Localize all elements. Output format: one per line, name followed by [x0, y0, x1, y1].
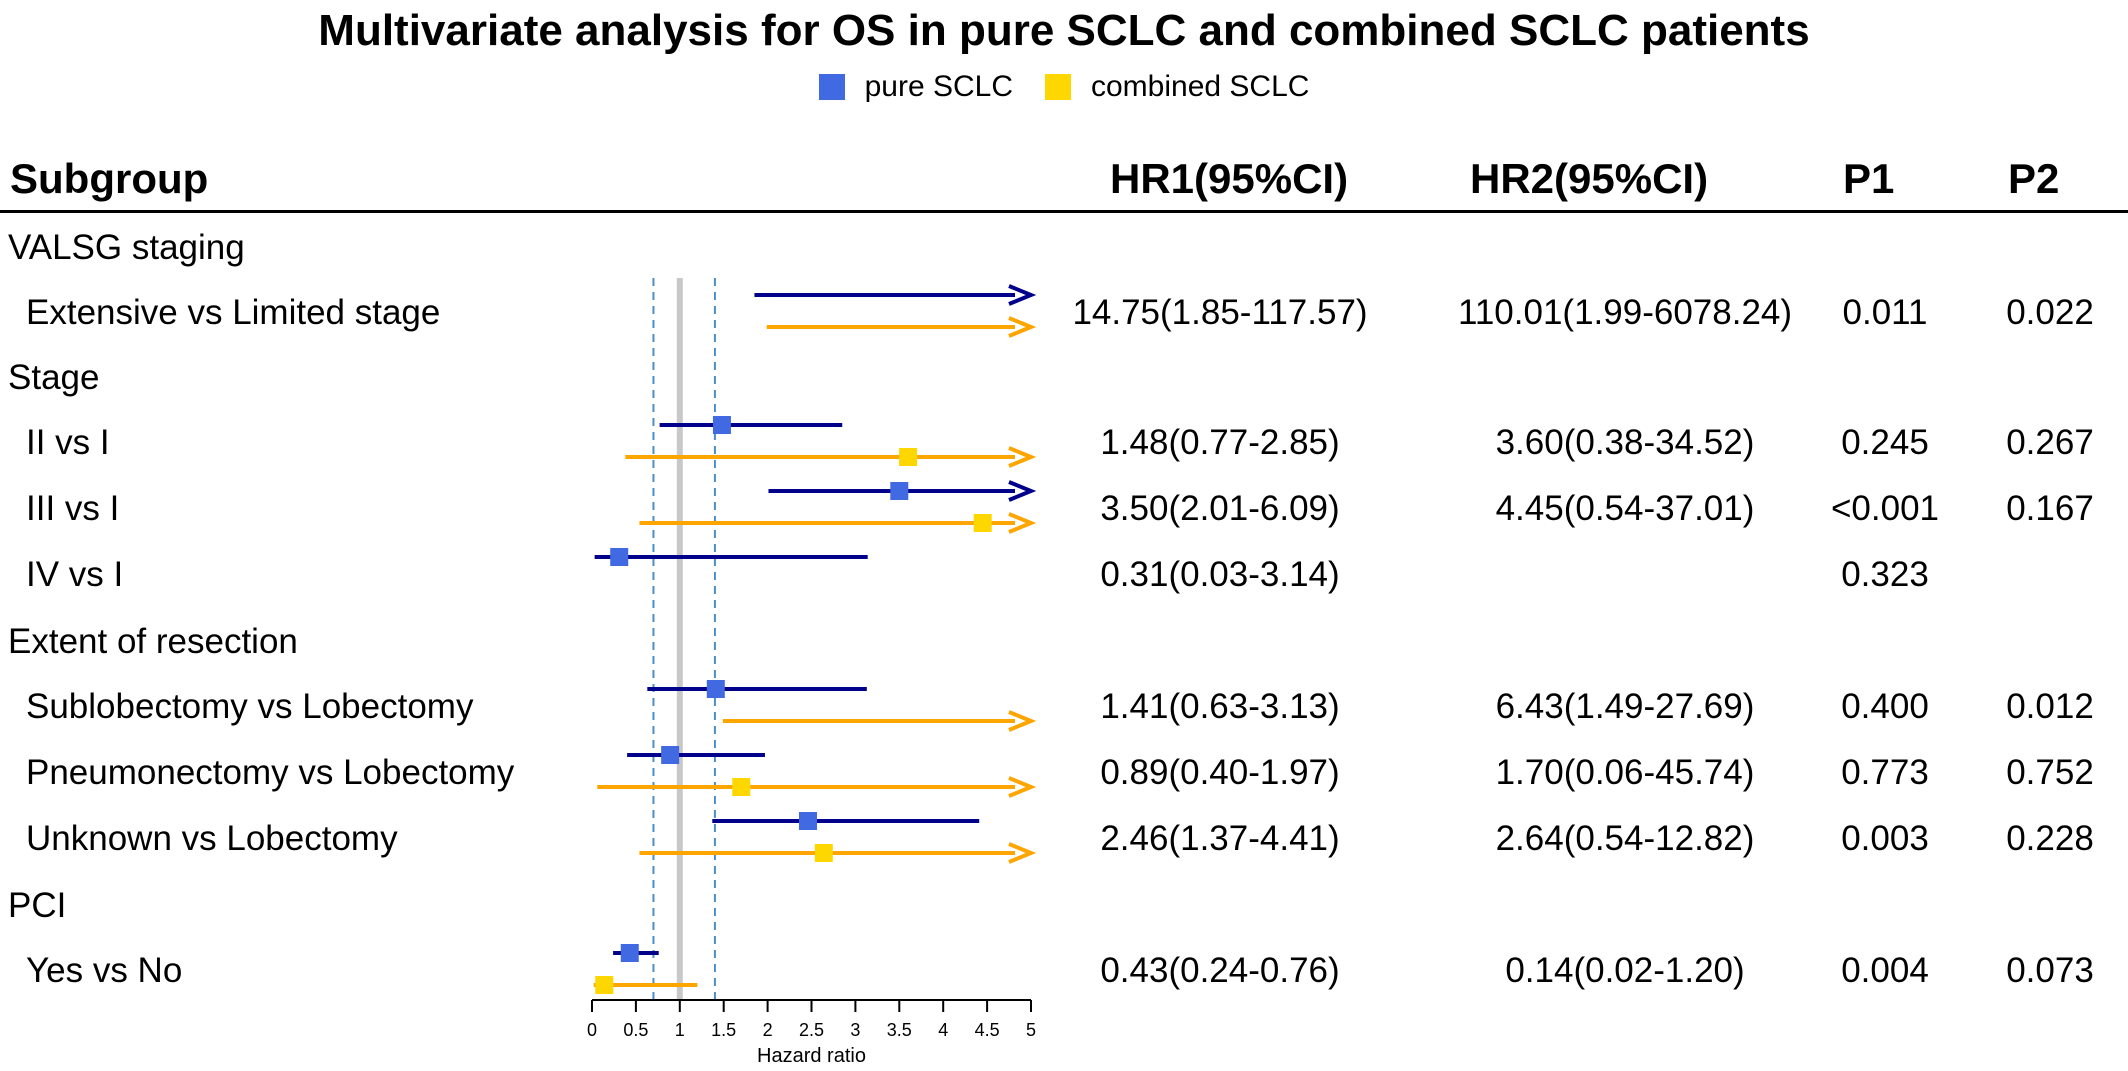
hr1-cell: 14.75(1.85-117.57) [1072, 293, 1368, 332]
row-label: Unknown vs Lobectomy [26, 819, 398, 858]
hr2-cell: 1.70(0.06-45.74) [1495, 753, 1755, 792]
hr2-cell: 0.14(0.02-1.20) [1505, 951, 1745, 990]
combined-2-2-ci-arrow [1008, 842, 1037, 864]
combined-3-0-point [595, 976, 614, 994]
combined-1-0-ci-arrow [1008, 446, 1037, 468]
x-tick-label-6: 3 [850, 1020, 860, 1040]
row-label: II vs I [26, 423, 110, 462]
combined-2-1-point [732, 778, 751, 796]
x-tick-label-7: 3.5 [887, 1020, 912, 1040]
hr2-cell: 6.43(1.49-27.69) [1495, 687, 1755, 726]
hr2-cell: 4.45(0.54-37.01) [1495, 489, 1755, 528]
x-tick-label-4: 2 [763, 1020, 773, 1040]
p2-cell: 0.073 [2006, 951, 2094, 990]
p1-cell: <0.001 [1830, 489, 1940, 528]
pure-2-2-point [798, 812, 817, 830]
p2-cell: 0.012 [2006, 687, 2094, 726]
pure-1-0-point [712, 416, 731, 434]
p1-cell: 0.011 [1842, 293, 1928, 332]
combined-1-1-point [973, 514, 992, 532]
x-tick-label-2: 1 [675, 1020, 685, 1040]
hr1-cell: 0.89(0.40-1.97) [1100, 753, 1340, 792]
x-tick-label-10: 5 [1026, 1020, 1036, 1040]
pure-2-0-point [706, 680, 725, 698]
pure-1-1-point [890, 482, 909, 500]
header-p1: P1 [1843, 155, 1895, 202]
hr1-cell: 2.46(1.37-4.41) [1100, 819, 1340, 858]
hr2-cell: 110.01(1.99-6078.24) [1457, 293, 1793, 332]
x-tick-label-9: 4.5 [975, 1020, 1000, 1040]
row-label: Pneumonectomy vs Lobectomy [26, 753, 515, 792]
row-label: IV vs I [26, 555, 124, 594]
legend-item-pure: pure SCLC [818, 70, 1013, 104]
header-p2: P2 [2008, 155, 2060, 202]
hr1-cell: 1.48(0.77-2.85) [1100, 423, 1340, 462]
legend-item-combined: combined SCLC [1044, 70, 1310, 104]
legend: pure SCLC combined SCLC [0, 70, 2128, 104]
row-label: III vs I [26, 489, 120, 528]
group-label: PCI [8, 886, 67, 925]
combined-1-1-ci-arrow [1008, 512, 1037, 534]
pure-3-0-point [620, 944, 639, 962]
row-label: Yes vs No [26, 951, 183, 990]
pure-0-0-ci-arrow [1008, 284, 1037, 306]
hr1-cell: 0.43(0.24-0.76) [1100, 951, 1340, 990]
hr2-cell: 2.64(0.54-12.82) [1495, 819, 1755, 858]
header-subgroup: Subgroup [10, 155, 209, 202]
row-label: Extensive vs Limited stage [26, 293, 441, 332]
group-label: VALSG staging [8, 228, 245, 267]
pure-1-2-point [610, 548, 629, 566]
legend-swatch-pure [818, 74, 845, 100]
p2-cell: 0.228 [2006, 819, 2094, 858]
p1-cell: 0.773 [1841, 753, 1929, 792]
p2-cell: 0.167 [2006, 489, 2094, 528]
p1-cell: 0.004 [1841, 951, 1929, 990]
combined-0-0-ci-arrow [1008, 316, 1037, 338]
pure-2-1-point [661, 746, 680, 764]
x-tick-label-8: 4 [938, 1020, 948, 1040]
p1-cell: 0.323 [1841, 555, 1929, 594]
x-tick-label-0: 0 [587, 1020, 597, 1040]
group-label: Stage [8, 358, 100, 397]
legend-label-pure: pure SCLC [864, 70, 1013, 103]
p1-cell: 0.400 [1841, 687, 1929, 726]
legend-label-combined: combined SCLC [1090, 70, 1310, 103]
combined-2-1-ci-arrow [1008, 776, 1037, 798]
x-tick-label-1: 0.5 [623, 1020, 648, 1040]
combined-2-2-point [814, 844, 833, 862]
pure-1-1-ci-arrow [1008, 480, 1037, 502]
x-tick-label-3: 1.5 [711, 1020, 736, 1040]
x-tick-label-5: 2.5 [799, 1020, 824, 1040]
header-hr1: HR1(95%CI) [1110, 155, 1349, 202]
x-axis-label: Hazard ratio [757, 1045, 866, 1067]
hr2-cell: 3.60(0.38-34.52) [1495, 423, 1755, 462]
p2-cell: 0.752 [2006, 753, 2094, 792]
p1-cell: 0.003 [1841, 819, 1929, 858]
combined-2-0-ci-arrow [1008, 710, 1037, 732]
header-rule [0, 210, 2128, 213]
hr1-cell: 1.41(0.63-3.13) [1100, 687, 1340, 726]
hr1-cell: 3.50(2.01-6.09) [1100, 489, 1340, 528]
p1-cell: 0.245 [1841, 423, 1929, 462]
legend-swatch-combined [1044, 74, 1071, 100]
hr1-cell: 0.31(0.03-3.14) [1100, 555, 1340, 594]
header-hr2: HR2(95%CI) [1470, 155, 1709, 202]
row-label: Sublobectomy vs Lobectomy [26, 687, 474, 726]
p2-cell: 0.267 [2006, 423, 2094, 462]
combined-1-0-point [899, 448, 918, 466]
chart-title: Multivariate analysis for OS in pure SCL… [318, 6, 1810, 55]
p2-cell: 0.022 [2006, 293, 2094, 332]
group-label: Extent of resection [8, 622, 298, 661]
